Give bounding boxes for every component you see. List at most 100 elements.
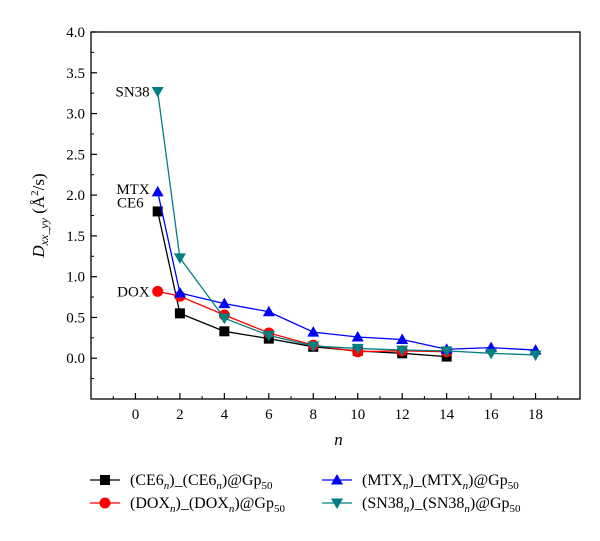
marker-triangle-up xyxy=(218,297,231,309)
marker-triangle-down xyxy=(151,87,164,98)
x-tick-label: 0 xyxy=(132,407,140,423)
legend-label-part: )_(MTX xyxy=(408,472,463,489)
legend-label-part: )@Gp xyxy=(234,495,274,512)
legend-label-part: (MTX xyxy=(362,472,403,489)
legend-label-part: 50 xyxy=(274,503,286,515)
marker-triangle-down xyxy=(485,348,498,360)
y-tick-label: 2.0 xyxy=(66,188,85,204)
x-tick-label: 18 xyxy=(528,407,543,423)
legend-label-part: n xyxy=(464,503,470,515)
marker-circle xyxy=(99,497,111,509)
legend-label: (MTXn)_(MTXn)@Gp50 xyxy=(362,472,519,492)
legend-label-part: (CE6 xyxy=(130,472,164,489)
legend-label-part: )@Gp xyxy=(222,472,262,489)
x-tick-label: 8 xyxy=(310,407,318,423)
legend-label-part: 50 xyxy=(262,480,274,492)
y-tick-label: 1.5 xyxy=(66,229,85,245)
legend-label: (DOXn)_(DOXn)@Gp50 xyxy=(130,495,285,515)
marker-triangle-up xyxy=(351,331,364,342)
legend-label: (CE6n)_(CE6n)@Gp50 xyxy=(130,472,273,492)
marker-triangle-down xyxy=(396,345,409,357)
legend-entry-0: (CE6n)_(CE6n)@Gp50 xyxy=(90,472,273,492)
y-tick-label: 0.5 xyxy=(66,310,85,326)
y-tick-label: 1.0 xyxy=(66,270,85,286)
series-layer xyxy=(151,87,542,362)
x-tick-label: 10 xyxy=(350,407,365,423)
annotation-dox: DOX xyxy=(117,284,150,300)
legend-label-part: )_(SN38 xyxy=(409,495,464,512)
legend: (CE6n)_(CE6n)@Gp50(DOXn)_(DOXn)@Gp50(MTX… xyxy=(90,472,521,515)
marker-triangle-down xyxy=(307,341,320,352)
series-line xyxy=(157,290,447,353)
marker-triangle-up xyxy=(262,305,275,317)
marker-triangle-up xyxy=(173,286,186,298)
marker-square xyxy=(152,206,163,217)
legend-label-part: )@Gp xyxy=(470,495,510,512)
annotation-mtx: MTX xyxy=(116,182,150,198)
y-tick-label: 2.5 xyxy=(66,147,85,163)
marker-square xyxy=(219,326,230,337)
legend-label-part: n xyxy=(403,480,409,492)
marker-square xyxy=(174,308,185,319)
x-tick-label: 4 xyxy=(221,407,229,423)
legend-label-part: )_(CE6 xyxy=(169,472,216,489)
x-tick-label: 16 xyxy=(484,407,500,423)
marker-triangle-down xyxy=(529,350,542,361)
annotation-sn38: SN38 xyxy=(115,85,149,101)
ylabel-units-close: /s) xyxy=(29,173,48,190)
marker-triangle-down xyxy=(262,330,275,342)
marker-triangle-up xyxy=(151,185,164,197)
legend-entry-1: (DOXn)_(DOXn)@Gp50 xyxy=(90,495,285,515)
plot-frame xyxy=(90,31,581,400)
legend-label-part: n xyxy=(463,480,469,492)
annotation-ce6: CE6 xyxy=(117,195,144,211)
legend-label-part: 50 xyxy=(508,480,520,492)
series-line xyxy=(157,191,536,351)
x-tick-label: 12 xyxy=(395,407,410,423)
ylabel-units-open: (Å xyxy=(29,195,48,218)
y-tick-label: 0.0 xyxy=(66,351,85,367)
legend-entry-2: (MTXn)_(MTXn)@Gp50 xyxy=(322,472,519,492)
x-tick-label: 14 xyxy=(439,407,455,423)
ylabel-units-sup: 2 xyxy=(29,190,41,196)
legend-label-part: n xyxy=(216,480,222,492)
marker-triangle-up xyxy=(331,474,343,485)
y-tick-label: 3.0 xyxy=(66,107,85,123)
series-2 xyxy=(151,185,542,355)
x-tick-label: 6 xyxy=(265,407,273,423)
x-axis-label: n xyxy=(334,430,343,449)
legend-label-part: 50 xyxy=(510,503,522,515)
legend-label-part: (DOX xyxy=(130,495,170,512)
legend-label-part: n xyxy=(404,503,410,515)
axis-ticks: 0.0 0.5 1.0 1.5 2.0 2.5 3.0 3.5 4.0 0 2 4 6 8 10 12 14 16… xyxy=(66,25,559,423)
y-axis-label: Dxx_yy (Å2/s) xyxy=(29,173,51,258)
plot-border xyxy=(90,31,581,400)
series-line xyxy=(157,91,536,356)
legend-label-part: )@Gp xyxy=(468,472,508,489)
series-3 xyxy=(151,87,542,361)
legend-label-part: n xyxy=(164,480,170,492)
ylabel-sub: xx_yy xyxy=(37,217,51,246)
legend-label-part: n xyxy=(229,503,235,515)
marker-triangle-up xyxy=(396,333,409,344)
series-line xyxy=(157,211,447,358)
marker-triangle-down xyxy=(173,253,186,264)
marker-square xyxy=(100,475,110,485)
legend-entry-3: (SN38n)_(SN38n)@Gp50 xyxy=(322,495,521,515)
y-tick-label: 3.5 xyxy=(66,66,85,82)
legend-label-part: )_(DOX xyxy=(176,495,230,512)
y-tick-label: 4.0 xyxy=(66,25,85,41)
marker-triangle-down xyxy=(218,313,231,325)
ylabel-main: D xyxy=(29,245,48,259)
x-tick-label: 2 xyxy=(176,407,184,423)
marker-triangle-up xyxy=(307,326,320,337)
marker-triangle-down xyxy=(351,343,364,355)
legend-label-part: n xyxy=(170,503,176,515)
legend-label-part: (SN38 xyxy=(362,495,404,512)
marker-circle xyxy=(152,285,164,297)
legend-label: (SN38n)_(SN38n)@Gp50 xyxy=(362,495,521,515)
marker-triangle-down xyxy=(440,346,453,357)
series-0 xyxy=(152,206,452,362)
